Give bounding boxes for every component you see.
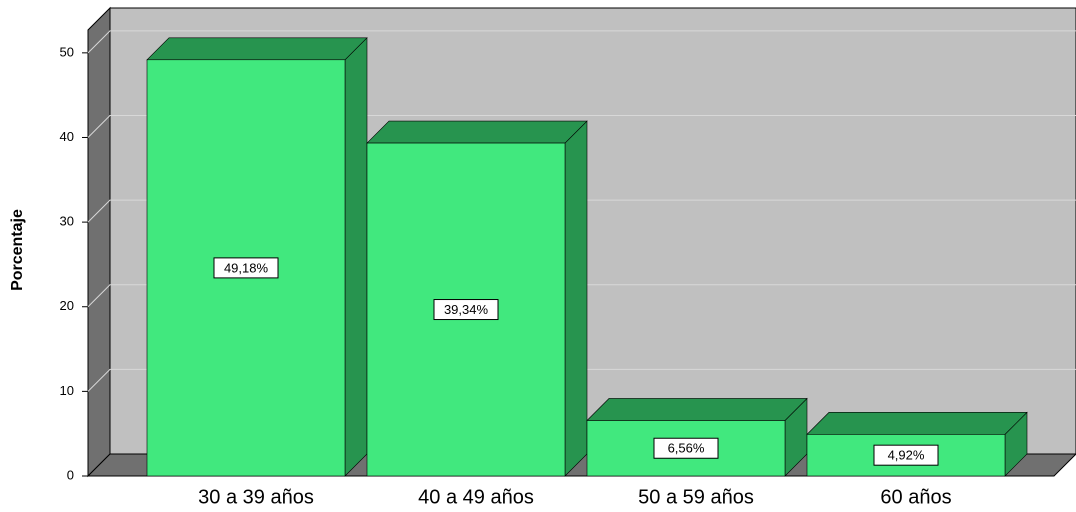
value-label: 49,18% bbox=[224, 260, 269, 275]
y-tick-label: 20 bbox=[60, 298, 74, 313]
grid-line bbox=[87, 368, 1076, 392]
y-tick-label: 40 bbox=[60, 129, 74, 144]
bar-side bbox=[564, 120, 588, 477]
y-tick-label: 30 bbox=[60, 214, 74, 229]
value-label-box bbox=[873, 444, 939, 466]
x-tick-label: 30 a 39 años bbox=[198, 486, 314, 508]
left-wall bbox=[87, 6, 111, 478]
grid-line bbox=[87, 30, 1076, 54]
grid-line bbox=[87, 284, 1076, 308]
grid-line bbox=[87, 114, 1076, 138]
bar-side bbox=[344, 37, 368, 477]
x-tick-label: 40 a 49 años bbox=[418, 486, 534, 508]
x-tick-label: 50 a 59 años bbox=[638, 486, 754, 508]
bar-top bbox=[586, 398, 808, 421]
y-tick-label: 0 bbox=[67, 467, 74, 482]
value-label: 4,92% bbox=[888, 448, 925, 463]
bar-top bbox=[366, 120, 588, 144]
value-label-box bbox=[653, 437, 719, 459]
value-label-box bbox=[213, 257, 279, 279]
grid-line bbox=[87, 199, 1076, 223]
value-label: 39,34% bbox=[444, 302, 489, 317]
bar-top bbox=[146, 37, 368, 61]
y-tick-label: 10 bbox=[60, 383, 74, 398]
y-tick-label: 50 bbox=[60, 44, 74, 59]
value-label: 6,56% bbox=[668, 441, 705, 456]
bar-top bbox=[806, 412, 1028, 435]
value-label-box bbox=[433, 299, 499, 321]
y-axis-label: Porcentaje bbox=[9, 209, 26, 291]
x-tick-label: 60 años bbox=[880, 486, 951, 508]
